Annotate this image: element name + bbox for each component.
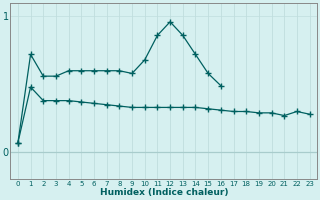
X-axis label: Humidex (Indice chaleur): Humidex (Indice chaleur) bbox=[100, 188, 228, 197]
